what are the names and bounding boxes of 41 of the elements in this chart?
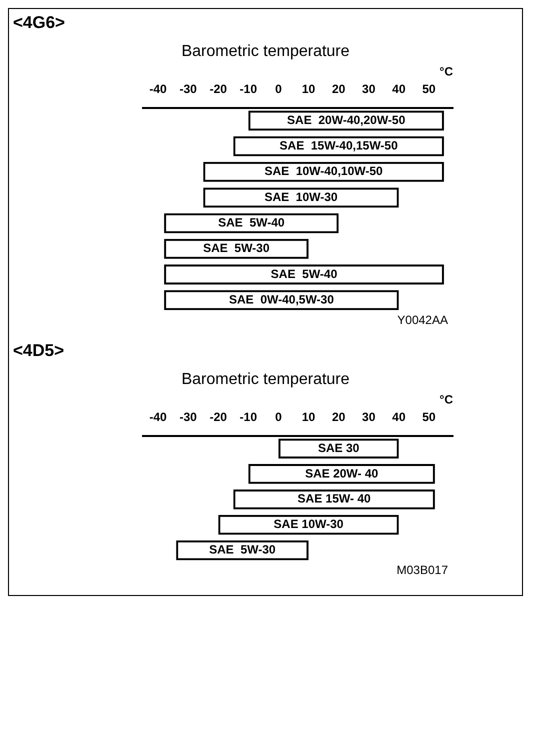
chart-subtitle: Barometric temperature (180, 43, 351, 61)
x-tick-label: 50 (422, 410, 436, 424)
x-tick-label: -30 (179, 410, 198, 424)
x-tick-label: 30 (362, 410, 376, 424)
x-tick-label: -10 (240, 410, 258, 424)
chart-title: <4D5> (13, 341, 66, 361)
y-tick-label: SAE 15W-40,15W-50 (280, 138, 398, 153)
x-tick-label: -40 (149, 82, 168, 96)
x-axis-title: °C (440, 392, 454, 407)
x-tick-label: 50 (422, 82, 436, 96)
text: Y0042AA (396, 313, 449, 327)
y-tick-label: SAE 5W-30 (203, 241, 270, 256)
y-tick-label: SAE 20W- 40 (305, 466, 379, 480)
x-tick-label: -10 (240, 82, 258, 96)
y-tick-label: SAE 5W-30 (209, 542, 276, 557)
x-tick-label: 0 (275, 410, 282, 424)
x-tick-label: 40 (392, 82, 406, 96)
x-tick-label: 0 (275, 82, 282, 96)
chart-title: <4G6> (13, 13, 66, 33)
chart-subtitle: Barometric temperature (180, 371, 351, 389)
x-tick-label: 20 (332, 410, 346, 424)
y-tick-label: SAE 15W- 40 (298, 492, 371, 506)
x-axis-title: °C (440, 64, 454, 79)
y-tick-label: SAE 10W-30 (274, 517, 344, 532)
y-tick-label: SAE 5W-40 (270, 266, 338, 281)
x-tick-label: 10 (302, 82, 316, 96)
x-tick-label: 10 (302, 410, 316, 424)
y-tick-label: SAE 10W-30 (264, 190, 338, 204)
x-tick-label: -30 (179, 82, 198, 96)
y-tick-label: SAE 10W-40,10W-50 (264, 164, 384, 178)
text: M03B017 (396, 563, 449, 577)
x-tick-label: -20 (210, 410, 228, 424)
y-tick-label: SAE 30 (318, 440, 360, 455)
y-tick-label: SAE 20W-40,20W-50 (287, 112, 406, 127)
y-tick-label: SAE 0W-40,5W-30 (229, 292, 334, 306)
x-tick-label: -20 (210, 82, 228, 96)
x-tick-label: -40 (149, 410, 168, 424)
y-tick-label: SAE 5W-40 (218, 216, 285, 230)
x-tick-label: 20 (332, 82, 346, 96)
x-tick-label: 30 (362, 82, 376, 96)
x-tick-label: 40 (392, 410, 406, 424)
